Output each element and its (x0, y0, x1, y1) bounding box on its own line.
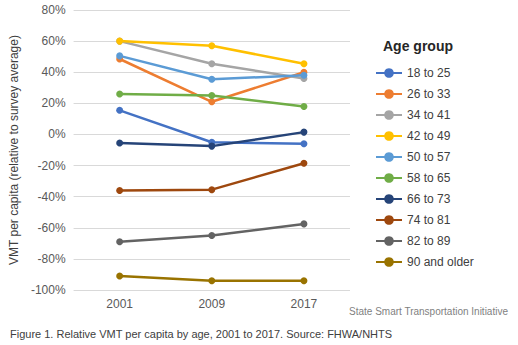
svg-text:18 to 25: 18 to 25 (407, 66, 451, 80)
svg-text:40%: 40% (42, 65, 66, 79)
svg-text:90 and older: 90 and older (407, 255, 474, 269)
svg-text:State Smart Transportation Ini: State Smart Transportation Initiative (349, 306, 508, 317)
svg-text:2001: 2001 (106, 297, 133, 311)
svg-text:-20%: -20% (38, 159, 66, 173)
svg-text:Figure 1. Relative VMT per cap: Figure 1. Relative VMT per capita by age… (10, 328, 392, 340)
svg-text:0%: 0% (48, 127, 66, 141)
svg-text:82 to 89: 82 to 89 (407, 234, 451, 248)
svg-text:-100%: -100% (31, 283, 66, 297)
svg-text:20%: 20% (42, 96, 66, 110)
svg-text:60%: 60% (42, 34, 66, 48)
svg-text:66 to 73: 66 to 73 (407, 192, 451, 206)
svg-text:2009: 2009 (198, 297, 225, 311)
svg-text:42 to 49: 42 to 49 (407, 129, 451, 143)
svg-text:-80%: -80% (38, 252, 66, 266)
svg-text:80%: 80% (42, 3, 66, 17)
svg-text:34 to 41: 34 to 41 (407, 108, 451, 122)
svg-text:-40%: -40% (38, 190, 66, 204)
svg-text:74 to 81: 74 to 81 (407, 213, 451, 227)
svg-text:VMT per capita (relative to su: VMT per capita (relative to survey avera… (7, 35, 21, 265)
svg-text:58 to 65: 58 to 65 (407, 171, 451, 185)
svg-text:50 to 57: 50 to 57 (407, 150, 451, 164)
svg-text:-60%: -60% (38, 221, 66, 235)
svg-text:26 to 33: 26 to 33 (407, 87, 451, 101)
svg-text:2017: 2017 (291, 297, 318, 311)
svg-text:Age group: Age group (383, 38, 453, 54)
